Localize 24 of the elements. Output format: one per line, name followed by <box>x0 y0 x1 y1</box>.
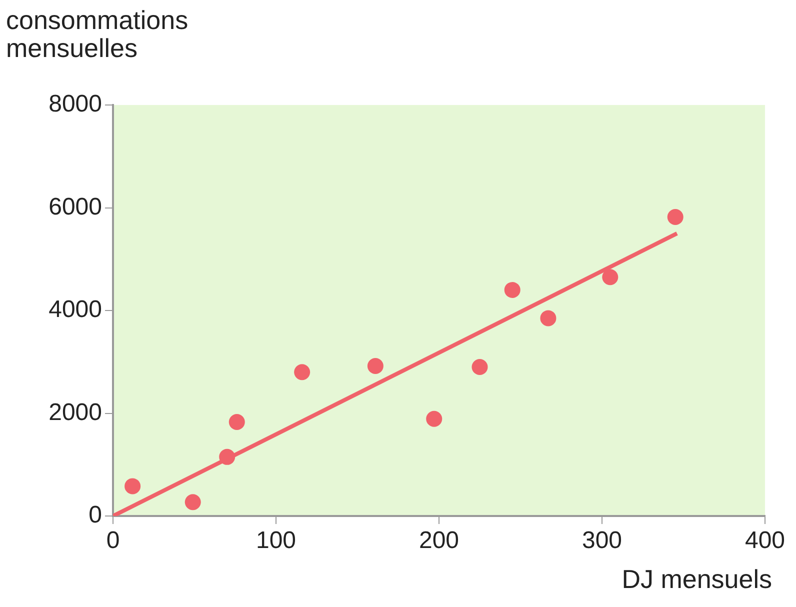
point <box>228 414 245 430</box>
x-tick-label: 400 <box>744 527 786 554</box>
point <box>184 494 201 510</box>
x-tick-label: 300 <box>582 527 622 554</box>
point <box>504 282 520 298</box>
x-tick-label: 200 <box>418 527 460 554</box>
x-tick-label: 100 <box>256 527 296 554</box>
y-tick-label: 2000 <box>48 398 102 426</box>
y-tick-label: 8000 <box>48 90 102 118</box>
x-tick-label: 0 <box>106 527 120 554</box>
y-axis-title: consommations mensuelles <box>6 5 188 63</box>
point <box>602 269 618 286</box>
point <box>426 410 442 427</box>
y-tick-label: 6000 <box>48 193 102 220</box>
point <box>124 478 141 494</box>
y-tick-label: 0 <box>88 502 102 529</box>
x-axis-title: DJ mensuels <box>622 564 772 594</box>
point <box>472 359 488 376</box>
y-tick-label: 4000 <box>48 296 102 324</box>
point <box>367 358 384 374</box>
point <box>667 209 684 225</box>
point <box>294 364 310 380</box>
point <box>219 448 236 465</box>
point <box>540 310 556 326</box>
